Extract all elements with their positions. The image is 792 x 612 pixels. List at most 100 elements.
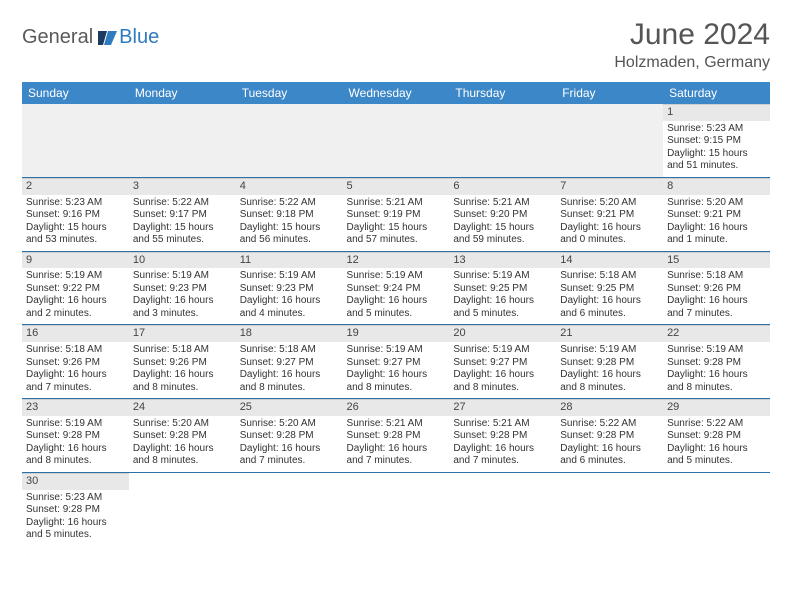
sunset-line: Sunset: 9:21 PM <box>560 209 659 222</box>
brand-logo: General Blue <box>22 18 159 49</box>
sunset-line: Sunset: 9:20 PM <box>453 209 552 222</box>
calendar-day-cell: 1Sunrise: 5:23 AMSunset: 9:15 PMDaylight… <box>663 104 770 177</box>
day-number: 17 <box>129 325 236 342</box>
calendar-day-cell: 8Sunrise: 5:20 AMSunset: 9:21 PMDaylight… <box>663 177 770 251</box>
sunrise-line: Sunrise: 5:23 AM <box>26 197 125 210</box>
sunrise-line: Sunrise: 5:18 AM <box>240 344 339 357</box>
calendar-week-row: 2Sunrise: 5:23 AMSunset: 9:16 PMDaylight… <box>22 177 770 251</box>
brand-part1: General <box>22 26 93 49</box>
calendar-day-cell: 12Sunrise: 5:19 AMSunset: 9:24 PMDayligh… <box>343 251 450 325</box>
sunset-line: Sunset: 9:23 PM <box>133 283 232 296</box>
calendar-day-cell: 17Sunrise: 5:18 AMSunset: 9:26 PMDayligh… <box>129 325 236 399</box>
day-number: 2 <box>22 178 129 195</box>
calendar-day-cell <box>556 472 663 545</box>
calendar-day-cell: 15Sunrise: 5:18 AMSunset: 9:26 PMDayligh… <box>663 251 770 325</box>
daylight-line: Daylight: 16 hours and 4 minutes. <box>240 295 339 320</box>
sunrise-line: Sunrise: 5:19 AM <box>453 270 552 283</box>
calendar-day-cell: 24Sunrise: 5:20 AMSunset: 9:28 PMDayligh… <box>129 399 236 473</box>
calendar-day-cell <box>22 104 129 177</box>
sunrise-line: Sunrise: 5:19 AM <box>26 270 125 283</box>
sunrise-line: Sunrise: 5:23 AM <box>667 123 766 136</box>
daylight-line: Daylight: 16 hours and 8 minutes. <box>133 443 232 468</box>
day-number: 3 <box>129 178 236 195</box>
sunset-line: Sunset: 9:25 PM <box>560 283 659 296</box>
daylight-line: Daylight: 15 hours and 53 minutes. <box>26 222 125 247</box>
sunrise-line: Sunrise: 5:20 AM <box>560 197 659 210</box>
day-number: 6 <box>449 178 556 195</box>
sunrise-line: Sunrise: 5:20 AM <box>667 197 766 210</box>
daylight-line: Daylight: 15 hours and 57 minutes. <box>347 222 446 247</box>
calendar-day-cell: 10Sunrise: 5:19 AMSunset: 9:23 PMDayligh… <box>129 251 236 325</box>
sunrise-line: Sunrise: 5:19 AM <box>560 344 659 357</box>
sunrise-line: Sunrise: 5:18 AM <box>26 344 125 357</box>
calendar-day-cell <box>129 472 236 545</box>
day-number: 18 <box>236 325 343 342</box>
daylight-line: Daylight: 16 hours and 5 minutes. <box>347 295 446 320</box>
sunrise-line: Sunrise: 5:22 AM <box>560 418 659 431</box>
sunrise-line: Sunrise: 5:18 AM <box>560 270 659 283</box>
month-title: June 2024 <box>614 18 770 52</box>
sunset-line: Sunset: 9:26 PM <box>26 357 125 370</box>
day-number: 23 <box>22 399 129 416</box>
sunset-line: Sunset: 9:27 PM <box>347 357 446 370</box>
calendar-day-cell: 30Sunrise: 5:23 AMSunset: 9:28 PMDayligh… <box>22 472 129 545</box>
sunrise-line: Sunrise: 5:18 AM <box>667 270 766 283</box>
calendar-day-cell: 19Sunrise: 5:19 AMSunset: 9:27 PMDayligh… <box>343 325 450 399</box>
day-number: 14 <box>556 252 663 269</box>
sunset-line: Sunset: 9:15 PM <box>667 135 766 148</box>
calendar-day-cell: 27Sunrise: 5:21 AMSunset: 9:28 PMDayligh… <box>449 399 556 473</box>
sunrise-line: Sunrise: 5:21 AM <box>347 418 446 431</box>
sunset-line: Sunset: 9:21 PM <box>667 209 766 222</box>
day-number: 30 <box>22 473 129 490</box>
sunrise-line: Sunrise: 5:18 AM <box>133 344 232 357</box>
day-number: 29 <box>663 399 770 416</box>
sunrise-line: Sunrise: 5:19 AM <box>453 344 552 357</box>
calendar-week-row: 16Sunrise: 5:18 AMSunset: 9:26 PMDayligh… <box>22 325 770 399</box>
sunrise-line: Sunrise: 5:20 AM <box>240 418 339 431</box>
daylight-line: Daylight: 16 hours and 5 minutes. <box>453 295 552 320</box>
daylight-line: Daylight: 16 hours and 7 minutes. <box>667 295 766 320</box>
daylight-line: Daylight: 16 hours and 7 minutes. <box>26 369 125 394</box>
sunset-line: Sunset: 9:24 PM <box>347 283 446 296</box>
day-number: 5 <box>343 178 450 195</box>
calendar-day-cell <box>236 104 343 177</box>
day-number: 25 <box>236 399 343 416</box>
daylight-line: Daylight: 16 hours and 8 minutes. <box>240 369 339 394</box>
brand-part2: Blue <box>119 26 159 49</box>
sunrise-line: Sunrise: 5:22 AM <box>133 197 232 210</box>
daylight-line: Daylight: 16 hours and 7 minutes. <box>240 443 339 468</box>
daylight-line: Daylight: 16 hours and 3 minutes. <box>133 295 232 320</box>
day-number: 1 <box>663 104 770 121</box>
header: General Blue June 2024 Holzmaden, German… <box>22 18 770 72</box>
daylight-line: Daylight: 16 hours and 7 minutes. <box>453 443 552 468</box>
calendar-day-cell: 22Sunrise: 5:19 AMSunset: 9:28 PMDayligh… <box>663 325 770 399</box>
daylight-line: Daylight: 15 hours and 59 minutes. <box>453 222 552 247</box>
flag-icon <box>97 29 119 47</box>
sunset-line: Sunset: 9:28 PM <box>667 430 766 443</box>
sunrise-line: Sunrise: 5:19 AM <box>347 344 446 357</box>
calendar-day-cell: 20Sunrise: 5:19 AMSunset: 9:27 PMDayligh… <box>449 325 556 399</box>
calendar-day-cell <box>236 472 343 545</box>
calendar-day-cell: 6Sunrise: 5:21 AMSunset: 9:20 PMDaylight… <box>449 177 556 251</box>
day-number: 19 <box>343 325 450 342</box>
day-number: 13 <box>449 252 556 269</box>
calendar-day-cell: 26Sunrise: 5:21 AMSunset: 9:28 PMDayligh… <box>343 399 450 473</box>
calendar-day-cell: 9Sunrise: 5:19 AMSunset: 9:22 PMDaylight… <box>22 251 129 325</box>
day-number: 12 <box>343 252 450 269</box>
weekday-header-row: Sunday Monday Tuesday Wednesday Thursday… <box>22 82 770 104</box>
sunset-line: Sunset: 9:28 PM <box>347 430 446 443</box>
calendar-day-cell <box>129 104 236 177</box>
daylight-line: Daylight: 15 hours and 56 minutes. <box>240 222 339 247</box>
day-number: 16 <box>22 325 129 342</box>
day-number: 4 <box>236 178 343 195</box>
day-number: 27 <box>449 399 556 416</box>
day-number: 9 <box>22 252 129 269</box>
sunrise-line: Sunrise: 5:19 AM <box>26 418 125 431</box>
sunrise-line: Sunrise: 5:22 AM <box>667 418 766 431</box>
calendar-week-row: 1Sunrise: 5:23 AMSunset: 9:15 PMDaylight… <box>22 104 770 177</box>
daylight-line: Daylight: 16 hours and 2 minutes. <box>26 295 125 320</box>
calendar-day-cell <box>556 104 663 177</box>
day-number: 26 <box>343 399 450 416</box>
location-label: Holzmaden, Germany <box>614 54 770 72</box>
calendar-day-cell <box>663 472 770 545</box>
